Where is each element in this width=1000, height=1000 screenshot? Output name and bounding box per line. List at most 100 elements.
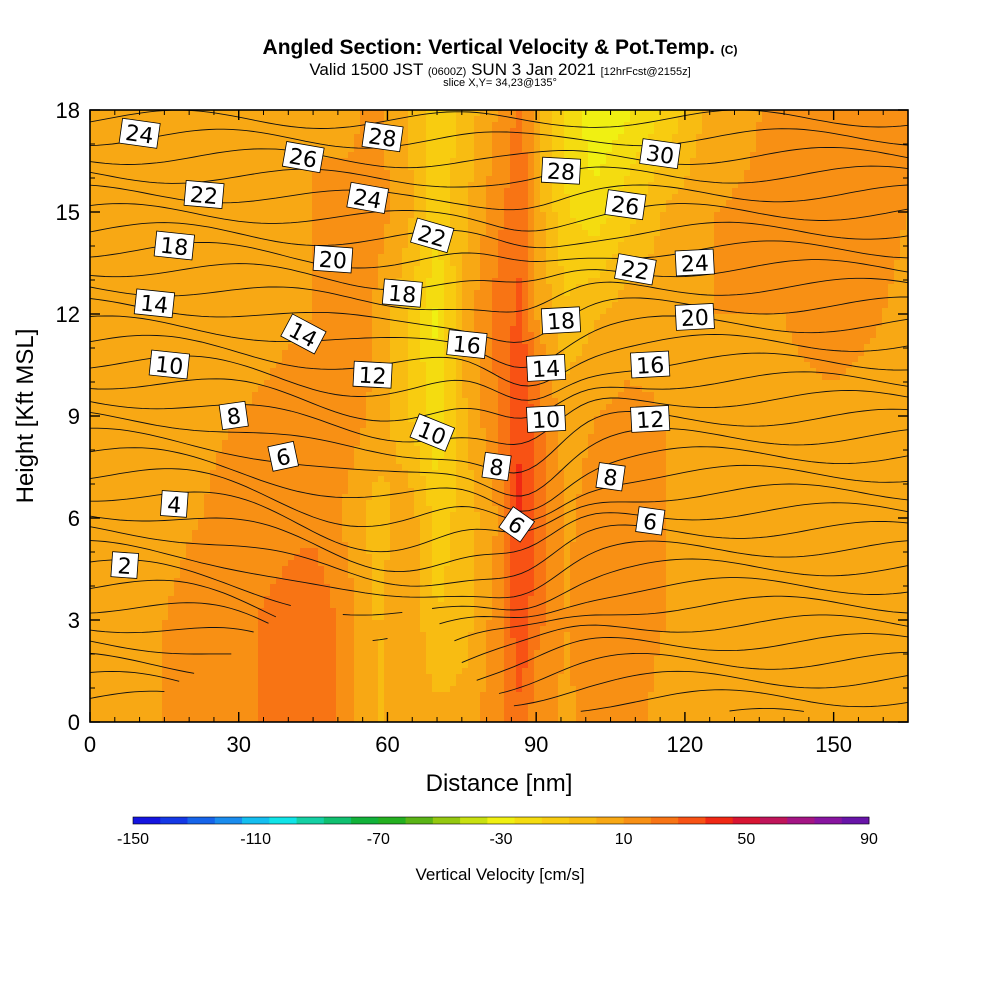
velocity-cell <box>120 704 127 711</box>
velocity-cell <box>90 218 97 225</box>
velocity-cell <box>198 668 205 675</box>
velocity-cell <box>240 254 247 261</box>
velocity-cell <box>240 242 247 249</box>
velocity-cell <box>270 554 277 561</box>
velocity-cell <box>372 488 379 495</box>
velocity-cell <box>126 152 133 159</box>
velocity-cell <box>210 482 217 489</box>
velocity-cell <box>252 632 259 639</box>
velocity-cell <box>258 608 265 615</box>
velocity-cell <box>108 356 115 363</box>
velocity-cell <box>348 488 355 495</box>
velocity-cell <box>174 212 181 219</box>
velocity-cell <box>192 416 199 423</box>
velocity-cell <box>264 620 271 627</box>
velocity-cell <box>294 626 301 633</box>
velocity-cell <box>306 542 313 549</box>
velocity-cell <box>264 332 271 339</box>
velocity-cell <box>156 572 163 579</box>
velocity-cell <box>360 350 367 357</box>
velocity-cell <box>150 560 157 567</box>
velocity-cell <box>246 656 253 663</box>
velocity-cell <box>348 410 355 417</box>
velocity-cell <box>240 536 247 543</box>
velocity-cell <box>204 404 211 411</box>
velocity-cell <box>186 704 193 711</box>
velocity-cell <box>156 668 163 675</box>
velocity-cell <box>96 236 103 243</box>
velocity-cell <box>96 248 103 255</box>
velocity-cell <box>324 596 331 603</box>
velocity-cell <box>294 506 301 513</box>
velocity-cell <box>102 440 109 447</box>
velocity-cell <box>360 296 367 303</box>
velocity-cell <box>174 608 181 615</box>
velocity-cell <box>174 656 181 663</box>
velocity-cell <box>234 224 241 231</box>
velocity-cell <box>330 338 337 345</box>
velocity-cell <box>186 494 193 501</box>
velocity-cell <box>222 662 229 669</box>
velocity-cell <box>192 164 199 171</box>
velocity-cell <box>342 416 349 423</box>
velocity-cell <box>336 536 343 543</box>
velocity-cell <box>288 182 295 189</box>
velocity-cell <box>144 116 151 123</box>
velocity-cell <box>294 530 301 537</box>
velocity-cell <box>342 344 349 351</box>
velocity-cell <box>96 230 103 237</box>
velocity-cell <box>174 176 181 183</box>
velocity-cell <box>174 638 181 645</box>
velocity-cell <box>348 656 355 663</box>
velocity-cell <box>294 434 301 441</box>
velocity-cell <box>192 542 199 549</box>
velocity-cell <box>312 662 319 669</box>
velocity-cell <box>264 254 271 261</box>
velocity-cell <box>204 164 211 171</box>
velocity-cell <box>102 518 109 525</box>
velocity-cell <box>252 140 259 147</box>
velocity-cell <box>96 602 103 609</box>
velocity-cell <box>108 278 115 285</box>
velocity-cell <box>252 236 259 243</box>
velocity-cell <box>132 650 139 657</box>
velocity-cell <box>294 290 301 297</box>
velocity-cell <box>192 128 199 135</box>
velocity-cell <box>264 668 271 675</box>
velocity-cell <box>186 692 193 699</box>
velocity-cell <box>126 194 133 201</box>
velocity-cell <box>294 422 301 429</box>
velocity-cell <box>354 110 361 117</box>
velocity-cell <box>288 542 295 549</box>
velocity-cell <box>318 656 325 663</box>
velocity-cell <box>204 572 211 579</box>
velocity-cell <box>318 362 325 369</box>
velocity-cell <box>162 272 169 279</box>
velocity-cell <box>120 224 127 231</box>
velocity-cell <box>96 458 103 465</box>
velocity-cell <box>108 470 115 477</box>
velocity-cell <box>90 434 97 441</box>
velocity-cell <box>282 548 289 555</box>
velocity-cell <box>234 464 241 471</box>
velocity-cell <box>156 200 163 207</box>
velocity-cell <box>360 542 367 549</box>
velocity-cell <box>234 146 241 153</box>
velocity-cell <box>318 194 325 201</box>
velocity-cell <box>180 188 187 195</box>
velocity-cell <box>150 212 157 219</box>
velocity-cell <box>102 584 109 591</box>
velocity-cell <box>360 632 367 639</box>
velocity-cell <box>252 188 259 195</box>
velocity-cell <box>330 272 337 279</box>
velocity-cell <box>378 524 385 531</box>
velocity-cell <box>306 182 313 189</box>
velocity-cell <box>180 152 187 159</box>
velocity-cell <box>210 452 217 459</box>
velocity-cell <box>318 470 325 477</box>
velocity-cell <box>324 356 331 363</box>
velocity-cell <box>234 398 241 405</box>
velocity-cell <box>234 338 241 345</box>
velocity-cell <box>204 434 211 441</box>
velocity-cell <box>144 206 151 213</box>
